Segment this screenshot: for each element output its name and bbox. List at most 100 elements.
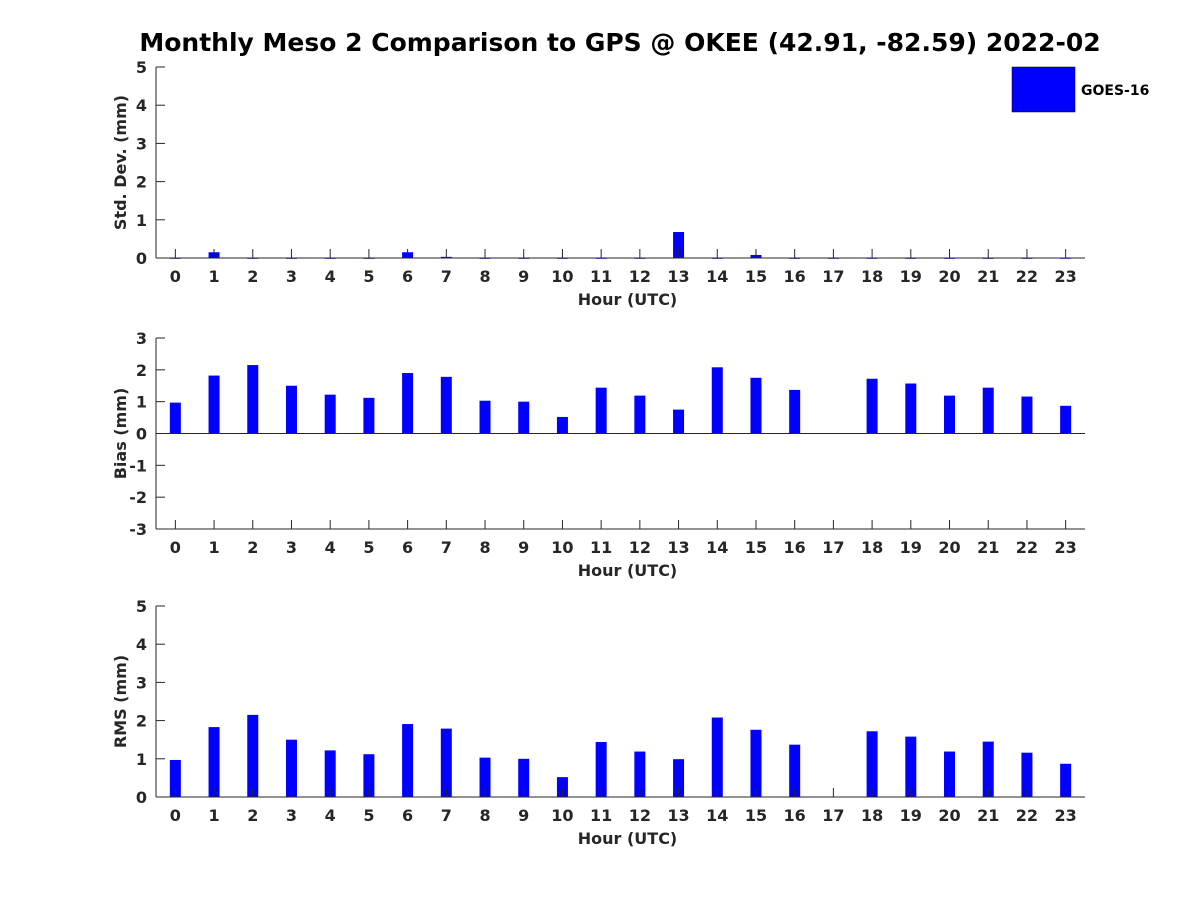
y-tick-label: -1 [129,456,147,475]
x-tick-label: 6 [402,538,413,557]
x-tick-label: 15 [745,538,767,557]
x-tick-label: 1 [208,538,219,557]
bar-hour-2 [247,714,259,797]
bar-hour-14 [711,717,723,797]
x-tick-label: 11 [590,806,612,825]
x-tick-label: 8 [479,538,490,557]
x-tick-label: 18 [861,806,883,825]
bar-hour-18 [866,378,878,434]
x-tick-label: 10 [551,806,573,825]
x-tick-label: 7 [441,538,452,557]
bar-hour-13 [673,232,685,258]
y-tick-label: 5 [136,58,147,77]
bar-hour-6 [402,373,414,434]
x-tick-label: 19 [900,806,922,825]
bar-hour-2 [247,365,259,434]
x-tick-label: 15 [745,806,767,825]
y-tick-label: 4 [136,635,147,654]
x-tick-label: 11 [590,267,612,286]
y-axis-label: Std. Dev. (mm) [111,95,130,230]
bar-hour-19 [905,736,917,797]
bar-hour-5 [363,754,375,797]
legend-swatch-goes16 [1011,66,1076,113]
y-axis-label: Bias (mm) [111,388,130,480]
x-tick-label: 16 [784,538,806,557]
bar-hour-3 [285,385,297,434]
x-tick-label: 8 [479,806,490,825]
x-tick-label: 13 [667,806,689,825]
x-tick-label: 6 [402,267,413,286]
x-tick-label: 10 [551,267,573,286]
x-tick-label: 13 [667,538,689,557]
x-tick-label: 16 [784,806,806,825]
x-axis-label: Hour (UTC) [578,561,678,580]
bar-hour-12 [634,395,646,434]
bar-hour-15 [750,729,762,797]
bar-hour-16 [789,744,801,797]
y-tick-label: 3 [136,329,147,348]
x-tick-label: 3 [286,806,297,825]
y-tick-label: 4 [136,96,147,115]
x-tick-label: 20 [938,806,960,825]
y-tick-label: 1 [136,393,147,412]
x-tick-label: 1 [208,806,219,825]
x-tick-label: 5 [363,538,374,557]
x-axis-label: Hour (UTC) [578,290,678,309]
x-tick-label: 17 [822,267,844,286]
bar-hour-4 [324,750,336,797]
bar-hour-16 [789,389,801,434]
bar-hour-1 [208,375,220,434]
x-tick-label: 9 [518,267,529,286]
x-tick-label: 8 [479,267,490,286]
x-tick-label: 22 [1016,538,1038,557]
bar-hour-20 [944,395,956,434]
x-tick-label: 1 [208,267,219,286]
x-tick-label: 2 [247,267,258,286]
y-tick-label: 2 [136,361,147,380]
x-tick-label: 22 [1016,267,1038,286]
y-tick-label: 1 [136,211,147,230]
x-tick-label: 12 [629,267,651,286]
x-tick-label: 7 [441,806,452,825]
y-tick-label: 5 [136,597,147,616]
bar-hour-11 [595,741,607,797]
bar-hour-10 [556,416,568,434]
bar-hour-19 [905,383,917,434]
x-tick-label: 19 [900,538,922,557]
x-tick-label: 11 [590,538,612,557]
bar-hour-0 [169,402,181,434]
bar-hour-1 [208,727,220,797]
bar-hour-6 [402,724,414,797]
y-tick-label: 0 [136,249,147,268]
x-tick-label: 23 [1055,806,1077,825]
x-tick-label: 9 [518,806,529,825]
bar-hour-9 [518,401,530,434]
x-tick-label: 13 [667,267,689,286]
x-tick-label: 14 [706,267,728,286]
y-tick-label: 1 [136,750,147,769]
x-tick-label: 3 [286,267,297,286]
x-tick-label: 12 [629,806,651,825]
bar-hour-4 [324,394,336,434]
x-tick-label: 20 [938,538,960,557]
y-tick-label: 2 [136,173,147,192]
x-axis-label: Hour (UTC) [578,829,678,848]
x-tick-label: 9 [518,538,529,557]
bar-hour-9 [518,758,530,797]
bar-hour-12 [634,751,646,797]
x-tick-label: 14 [706,806,728,825]
x-tick-label: 4 [325,538,336,557]
x-tick-label: 4 [325,267,336,286]
bar-hour-11 [595,387,607,434]
bar-hour-22 [1021,396,1033,434]
legend-label-goes16: GOES-16 [1081,83,1149,99]
x-tick-label: 0 [170,538,181,557]
y-tick-label: 3 [136,134,147,153]
x-tick-label: 20 [938,267,960,286]
x-tick-label: 14 [706,538,728,557]
bar-hour-22 [1021,752,1033,797]
x-tick-label: 17 [822,538,844,557]
bar-hour-18 [866,731,878,797]
